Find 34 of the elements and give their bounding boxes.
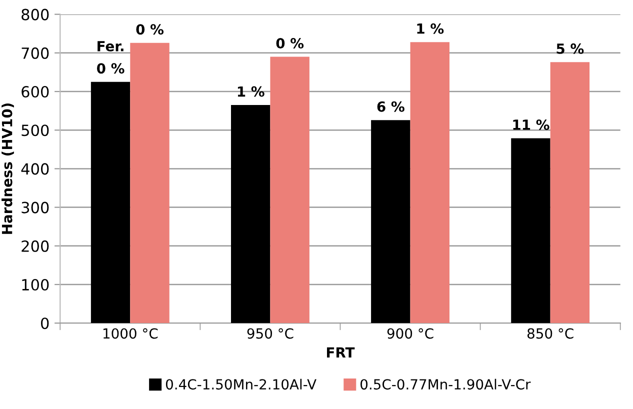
y-tick-label: 400 bbox=[21, 163, 49, 175]
legend-label: 0.5C-0.77Mn-1.90Al-V-Cr bbox=[360, 378, 531, 390]
x-axis-title: FRT bbox=[326, 347, 355, 358]
x-tick-label: 900 °C bbox=[387, 328, 434, 339]
y-tick-label: 200 bbox=[22, 240, 49, 252]
y-tick-label: 700 bbox=[22, 47, 49, 59]
annotation: 0 % bbox=[276, 38, 304, 49]
bar bbox=[130, 42, 170, 324]
annotation: 11 % bbox=[513, 119, 550, 130]
bar bbox=[410, 42, 450, 324]
y-axis-title: Hardness (HV10) bbox=[2, 103, 14, 234]
bar bbox=[371, 120, 410, 324]
annotation: 1 % bbox=[417, 23, 444, 34]
x-tick-label: 1000 °C bbox=[103, 328, 158, 339]
y-tick-label: 500 bbox=[22, 124, 49, 136]
y-tick-label: 100 bbox=[22, 278, 49, 291]
bar bbox=[270, 56, 310, 324]
y-tick-label: 0 bbox=[41, 318, 49, 330]
annotation: 1 % bbox=[238, 86, 264, 97]
annotation: 0 % bbox=[97, 63, 124, 74]
annotation: 6 % bbox=[377, 101, 404, 112]
legend-label: 0.4C-1.50Mn-2.10Al-V bbox=[166, 378, 316, 390]
y-tick-label: 800 bbox=[22, 8, 49, 20]
bar bbox=[511, 138, 550, 324]
y-tick-label: 300 bbox=[22, 202, 49, 214]
bar bbox=[231, 105, 270, 324]
y-tick-label: 600 bbox=[22, 86, 49, 98]
annotation: 5 % bbox=[556, 43, 584, 54]
bar bbox=[550, 62, 590, 324]
bar bbox=[90, 82, 130, 324]
x-tick-label: 950 °C bbox=[247, 328, 294, 339]
annotation: 0 % bbox=[136, 24, 164, 35]
x-tick-label: 850 °C bbox=[527, 328, 574, 339]
annotation: Fer. bbox=[98, 41, 124, 52]
